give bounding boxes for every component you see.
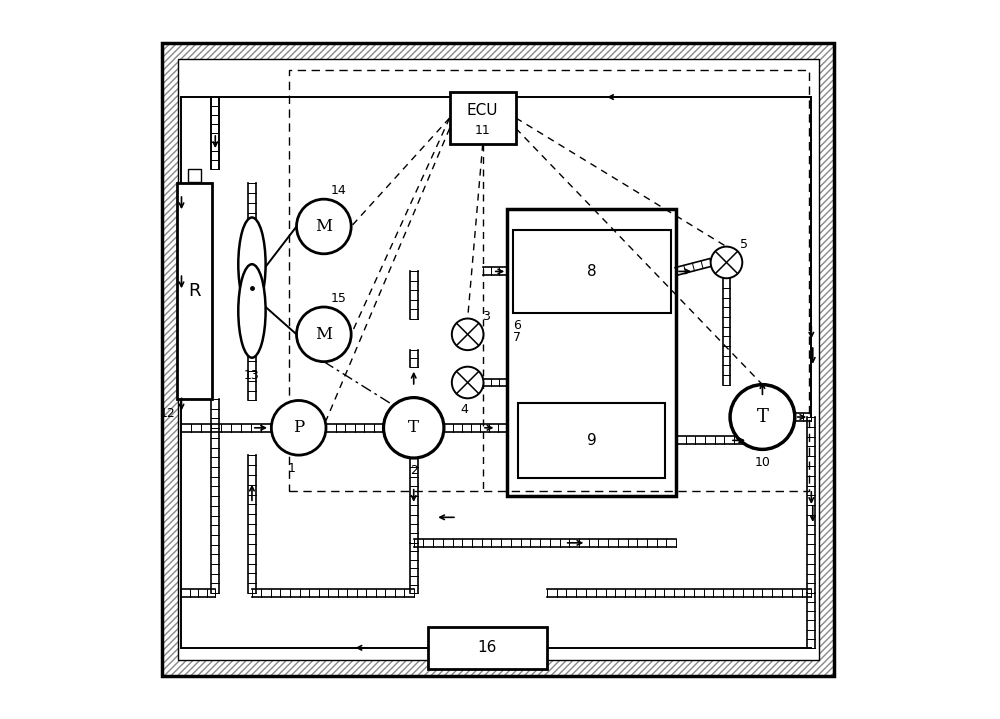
Circle shape <box>452 319 483 350</box>
Text: T: T <box>408 419 419 436</box>
Text: 6: 6 <box>513 319 521 332</box>
Polygon shape <box>211 399 219 593</box>
Text: 4: 4 <box>460 403 468 416</box>
Polygon shape <box>730 413 742 421</box>
Circle shape <box>452 367 483 398</box>
Text: 15: 15 <box>330 292 346 305</box>
Text: M: M <box>315 326 332 343</box>
Circle shape <box>711 247 742 278</box>
Text: 3: 3 <box>482 310 490 323</box>
Bar <box>162 43 834 676</box>
Text: 13: 13 <box>244 369 260 383</box>
Text: 16: 16 <box>478 641 497 655</box>
Ellipse shape <box>238 264 266 358</box>
Polygon shape <box>248 455 256 593</box>
Bar <box>428 627 547 669</box>
Polygon shape <box>676 436 762 444</box>
Text: R: R <box>188 282 201 301</box>
Bar <box>188 169 201 182</box>
Polygon shape <box>410 350 418 367</box>
Text: 1: 1 <box>288 462 295 475</box>
Text: P: P <box>293 419 304 436</box>
Text: M: M <box>315 218 332 235</box>
Ellipse shape <box>238 217 266 311</box>
Polygon shape <box>807 417 815 593</box>
Polygon shape <box>181 423 271 431</box>
Polygon shape <box>547 590 811 597</box>
Text: 14: 14 <box>330 184 346 197</box>
Bar <box>178 59 819 660</box>
Text: T: T <box>756 408 768 426</box>
Polygon shape <box>410 543 418 593</box>
Text: 9: 9 <box>587 433 597 448</box>
Circle shape <box>384 398 444 458</box>
Polygon shape <box>248 183 256 400</box>
Polygon shape <box>414 539 676 546</box>
Polygon shape <box>410 458 418 543</box>
Circle shape <box>297 307 351 362</box>
Bar <box>178 59 819 660</box>
Polygon shape <box>675 259 712 275</box>
Polygon shape <box>795 413 811 421</box>
Polygon shape <box>758 440 766 449</box>
Bar <box>177 183 212 399</box>
Polygon shape <box>483 267 507 275</box>
Circle shape <box>297 199 351 254</box>
Bar <box>450 92 516 144</box>
Text: ECU: ECU <box>467 103 498 118</box>
Text: 12: 12 <box>160 407 176 420</box>
Text: 5: 5 <box>740 238 748 251</box>
Bar <box>507 209 676 496</box>
Polygon shape <box>807 593 815 648</box>
Bar <box>518 403 665 478</box>
Circle shape <box>730 385 795 449</box>
Circle shape <box>271 400 326 455</box>
Text: 10: 10 <box>754 456 770 469</box>
Polygon shape <box>410 272 418 319</box>
Text: 2: 2 <box>410 464 418 477</box>
Bar <box>162 43 834 676</box>
Polygon shape <box>211 97 219 169</box>
Text: 11: 11 <box>475 124 491 137</box>
Text: 7: 7 <box>513 331 521 344</box>
Polygon shape <box>181 590 215 597</box>
Polygon shape <box>211 97 219 169</box>
Polygon shape <box>723 278 730 385</box>
Polygon shape <box>444 423 507 431</box>
Polygon shape <box>326 423 384 431</box>
Bar <box>513 230 671 313</box>
Polygon shape <box>252 590 414 597</box>
Polygon shape <box>483 378 507 387</box>
Text: 8: 8 <box>587 264 597 279</box>
